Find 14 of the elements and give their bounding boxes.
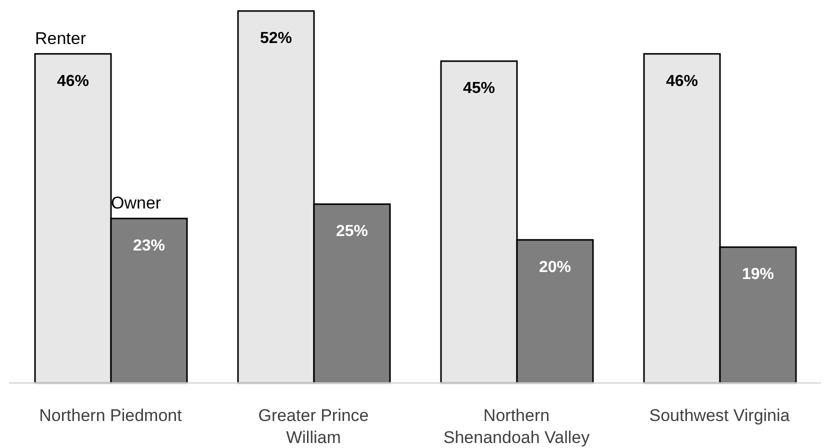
data-label: 45% (462, 80, 496, 98)
data-label: 52% (260, 30, 292, 47)
data-label: 46% (56, 72, 90, 90)
data-label: 19% (742, 266, 774, 284)
data-label: 25% (336, 223, 368, 240)
data-label: 20% (538, 258, 572, 276)
data-label: 23% (132, 237, 166, 254)
x-tick-label: Southwest Virginia (649, 406, 790, 425)
data-label: 46% (666, 72, 698, 90)
x-tick-label: Northern Piedmont (39, 406, 182, 425)
series-label: Owner (111, 193, 162, 212)
x-tick-label: Northern Shenandoah Valley (443, 406, 590, 447)
x-tick-label: Greater Prince William (258, 406, 369, 447)
series-label: Renter (35, 28, 86, 48)
